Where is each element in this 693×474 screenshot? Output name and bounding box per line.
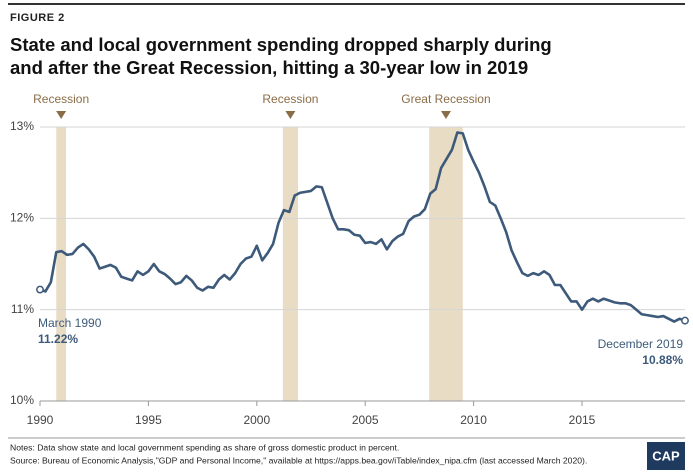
recession-band bbox=[429, 127, 463, 401]
chart-title: and after the Great Recession, hitting a… bbox=[10, 57, 528, 78]
recession-label: Great Recession bbox=[401, 92, 490, 106]
recession-marker bbox=[285, 111, 296, 119]
x-tick-label: 2005 bbox=[352, 413, 379, 427]
end-date-label: December 2019 bbox=[598, 337, 684, 351]
x-tick-label: 2015 bbox=[569, 413, 596, 427]
data-line bbox=[39, 131, 686, 323]
end-point bbox=[36, 285, 44, 294]
end-value-label: 10.88% bbox=[642, 353, 683, 367]
y-tick-label: 11% bbox=[11, 302, 34, 316]
end-point bbox=[681, 316, 689, 325]
recession-label: Recession bbox=[262, 92, 318, 106]
source: Source: Bureau of Economic Analysis,"GDP… bbox=[10, 455, 587, 465]
x-tick-label: 1995 bbox=[135, 413, 162, 427]
recession-label: Recession bbox=[33, 92, 89, 106]
start-date-label: March 1990 bbox=[38, 316, 102, 330]
recession-band bbox=[56, 127, 67, 401]
chart-title: State and local government spending drop… bbox=[10, 34, 552, 55]
figure-label: FIGURE 2 bbox=[10, 12, 65, 24]
x-tick-label: 2000 bbox=[243, 413, 270, 427]
x-tick-label: 1990 bbox=[27, 413, 54, 427]
y-tick-label: 10% bbox=[10, 393, 34, 407]
start-value-label: 11.22% bbox=[38, 332, 78, 346]
x-tick-label: 2010 bbox=[460, 413, 487, 427]
y-tick-label: 13% bbox=[10, 119, 34, 133]
logo: CAP bbox=[652, 448, 680, 463]
recession-marker bbox=[440, 111, 451, 119]
recession-marker bbox=[56, 111, 67, 119]
y-tick-label: 12% bbox=[10, 211, 34, 225]
recession-band bbox=[282, 127, 298, 401]
note: Notes: Data show state and local governm… bbox=[10, 442, 399, 452]
logo-box bbox=[647, 442, 685, 470]
